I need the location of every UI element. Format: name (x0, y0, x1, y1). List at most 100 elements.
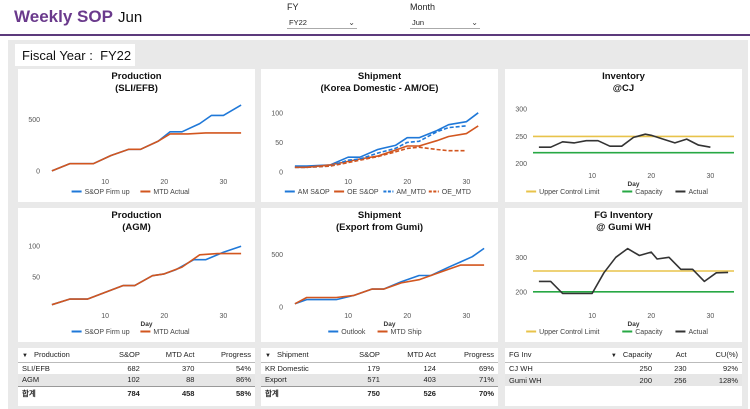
legend-item-s-op-firm-up[interactable]: S&OP Firm up (71, 329, 130, 336)
legend-item-am-mtd[interactable]: AM_MTD (383, 189, 426, 196)
chart-title: Inventory (602, 71, 645, 82)
table-row[interactable]: CJ WH 250 230 92% (505, 362, 742, 374)
chart-subtitle: @ Gumi WH (596, 222, 651, 233)
y-tick-label: 500 (271, 252, 283, 259)
y-tick-label: 50 (32, 274, 40, 281)
chart-fg-inventory-gumi[interactable]: FG Inventory @ Gumi WH 200 300 10 20 30 Day Up… (505, 208, 742, 342)
legend-item-capacity[interactable]: Capacity (622, 329, 663, 336)
legend-item-mtd-actual[interactable]: MTD Actual (140, 189, 190, 196)
cell-total-progress: 58% (198, 385, 255, 400)
legend-item-mtd-actual[interactable]: MTD Actual (140, 329, 190, 336)
column-header-capacity[interactable]: ▼ Capacity (573, 348, 657, 363)
svg-text:OE S&OP: OE S&OP (347, 189, 379, 196)
series-line-mtd-actual[interactable] (51, 132, 242, 172)
column-header-shipment[interactable]: ▼ Shipment (261, 348, 340, 363)
header-bar: Weekly SOP Jun FY FY22 ⌄ Month Jun ⌄ (0, 0, 750, 36)
cell-progress: 69% (478, 363, 494, 373)
legend-item-mtd-ship[interactable]: MTD Ship (377, 329, 422, 336)
column-header-mtd-act[interactable]: MTD Act (383, 348, 440, 363)
cell-mtd-act: 124 (423, 363, 436, 373)
series-line-am-mtd[interactable] (294, 125, 467, 169)
legend-item-upper-control-limit[interactable]: Upper Control Limit (526, 189, 600, 196)
y-tick-label: 200 (515, 289, 527, 296)
cell-progress: 54% (235, 363, 251, 373)
y-tick-label: 300 (515, 255, 527, 262)
legend-item-oe-s-op[interactable]: OE S&OP (334, 189, 379, 196)
series-line-s-op-firm-up[interactable] (51, 245, 242, 306)
chart-title: Production (111, 210, 162, 221)
cell-total-label: 합계 (18, 385, 101, 400)
month-slicer-label: Month (410, 2, 436, 12)
cell-total-sop: 750 (339, 385, 384, 400)
sort-down-icon: ▼ (22, 353, 28, 360)
chevron-down-icon: ⌄ (471, 18, 478, 27)
chart-inventory-cj[interactable]: Inventory @CJ 200 250 300 10 20 30 Day Upper Co… (505, 69, 742, 202)
y-tick-label: 0 (279, 170, 283, 177)
fy-dropdown[interactable]: FY22 ⌄ (287, 16, 357, 29)
cell-total-label: 합계 (261, 385, 340, 400)
series-line-s-op-firm-up[interactable] (51, 104, 242, 172)
series-line-mtd-ship[interactable] (294, 264, 485, 305)
table-row[interactable]: Gumi WH 200 256 128% (505, 374, 742, 386)
y-tick-label: 200 (515, 161, 527, 168)
month-dropdown[interactable]: Jun ⌄ (410, 16, 480, 29)
cell-sop: 682 (127, 363, 140, 373)
column-header-act[interactable]: Act (656, 348, 691, 363)
table-row[interactable]: Export 571 403 71% (261, 374, 498, 386)
column-header-sop[interactable]: S&OP (100, 348, 144, 363)
svg-text:Upper Control Limit: Upper Control Limit (539, 329, 599, 336)
x-tick-label: 30 (706, 173, 714, 180)
cell-mtd-act: 88 (143, 374, 199, 386)
cell-name: SLI/EFB (22, 363, 50, 373)
legend-item-oe-mtd[interactable]: OE_MTD (428, 189, 471, 196)
svg-text:Capacity: Capacity (635, 189, 663, 196)
series-line-mtd-actual[interactable] (51, 252, 242, 306)
cell-name: Gumi WH (505, 374, 574, 386)
column-header-progress[interactable]: Progress (439, 348, 498, 363)
table-header-row: ▼ Production S&OP MTD Act Progress (18, 348, 255, 363)
legend-item-actual[interactable]: Actual (675, 329, 708, 336)
chart-plot-svg: 200 300 10 20 30 Day Upper Control Limit Capaci… (515, 247, 734, 336)
series-line-actual[interactable] (538, 247, 729, 295)
table-row[interactable]: AGM 102 88 86% (18, 374, 255, 386)
y-tick-label: 300 (515, 107, 527, 114)
x-tick-label: 30 (219, 313, 227, 320)
legend-item-am-s-op[interactable]: AM S&OP (284, 189, 330, 196)
shipment-table: ▼ Shipment S&OP MTD Act Progress KR Domes… (261, 348, 498, 406)
series-line-oe-mtd[interactable] (294, 146, 467, 169)
column-header-mtd-act[interactable]: MTD Act (143, 348, 199, 363)
selected-month-label: Jun (118, 9, 143, 26)
chart-shipment-korea[interactable]: Shipment (Korea Domestic - AM/OE) 0 50 100… (261, 69, 498, 202)
x-axis-label: Day (628, 181, 640, 188)
cell-mtd-act: 403 (383, 374, 440, 386)
chart-production-agm[interactable]: Production (AGM) 50 100 10 20 30 Day S&OP Firm… (18, 208, 255, 342)
fiscal-year-card: Fiscal Year : FY22 (15, 44, 135, 66)
legend-item-actual[interactable]: Actual (675, 189, 708, 196)
x-tick-label: 10 (101, 313, 109, 320)
series-line-oe-s-op[interactable] (294, 125, 479, 169)
column-header-production[interactable]: ▼ Production (18, 348, 101, 363)
column-header-cu[interactable]: CU(%) (690, 348, 742, 363)
x-tick-label: 20 (160, 179, 168, 186)
series-line-am-s-op[interactable] (294, 112, 479, 167)
series-line-outlook[interactable] (294, 247, 485, 305)
cell-cu: 92% (722, 363, 738, 373)
legend-item-s-op-firm-up[interactable]: S&OP Firm up (71, 189, 130, 196)
legend-item-capacity[interactable]: Capacity (622, 189, 663, 196)
y-tick-label: 500 (28, 117, 40, 124)
table-row[interactable]: KR Domestic 179 124 69% (261, 362, 498, 374)
x-tick-label: 30 (462, 313, 470, 320)
column-header-progress[interactable]: Progress (198, 348, 255, 363)
chart-plot-svg: 50 100 10 20 30 Day S&OP Firm up MTD Actual (28, 244, 242, 336)
column-header-sop[interactable]: S&OP (339, 348, 384, 363)
svg-text:OE_MTD: OE_MTD (442, 189, 471, 196)
table-row[interactable]: SLI/EFB 682 370 54% (18, 362, 255, 374)
chart-shipment-gumi[interactable]: Shipment (Export from Gumi) 0 500 10 20 30 Da… (261, 208, 498, 342)
chart-production-sli[interactable]: Production (SLI/EFB) 0 500 10 20 30 S&OP Firm… (18, 69, 255, 202)
legend-item-upper-control-limit[interactable]: Upper Control Limit (526, 329, 600, 336)
series-line-actual[interactable] (538, 133, 711, 148)
legend-item-outlook[interactable]: Outlook (328, 329, 366, 336)
chart-title: FG Inventory (594, 210, 653, 221)
x-tick-label: 20 (647, 313, 655, 320)
column-header-fg-inv[interactable]: FG Inv (505, 348, 574, 363)
